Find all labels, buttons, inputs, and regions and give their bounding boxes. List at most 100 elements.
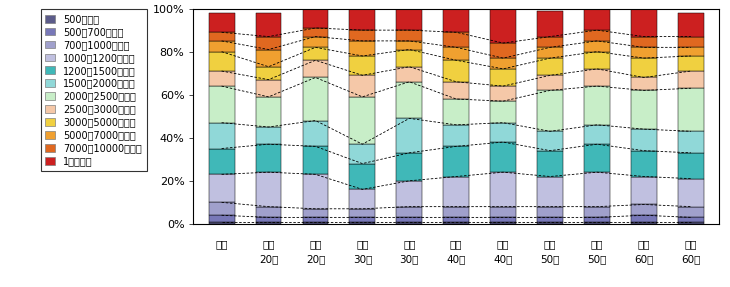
Bar [443, 32, 469, 47]
Bar [537, 222, 563, 224]
Bar [631, 204, 657, 215]
Bar [255, 80, 282, 97]
Bar [396, 222, 422, 224]
Bar [537, 47, 563, 58]
Text: 男性: 男性 [450, 239, 463, 249]
Bar [491, 58, 516, 69]
Bar [209, 149, 234, 174]
Bar [443, 146, 469, 177]
Bar [584, 207, 610, 218]
Bar [302, 77, 328, 121]
Bar [443, 222, 469, 224]
Bar [678, 179, 704, 207]
Bar [396, 82, 422, 119]
Bar [678, 88, 704, 131]
Bar [396, 9, 422, 30]
Bar [631, 90, 657, 129]
Bar [350, 97, 375, 144]
Bar [396, 181, 422, 207]
Bar [491, 123, 516, 142]
Text: 女性: 女性 [685, 239, 697, 249]
Bar [537, 151, 563, 177]
Text: 40代: 40代 [447, 254, 466, 264]
Text: 40代: 40代 [493, 254, 513, 264]
Bar [537, 90, 563, 131]
Bar [209, 86, 234, 123]
Bar [491, 43, 516, 58]
Bar [302, 146, 328, 174]
Bar [537, 131, 563, 151]
Bar [396, 207, 422, 218]
Bar [350, 189, 375, 209]
Bar [443, 218, 469, 222]
Bar [631, 7, 657, 37]
Bar [491, 9, 516, 43]
Bar [302, 174, 328, 209]
Bar [491, 86, 516, 101]
Bar [255, 222, 282, 224]
Bar [255, 144, 282, 172]
Bar [678, 13, 704, 37]
Bar [631, 37, 657, 47]
Bar [350, 30, 375, 41]
Bar [631, 151, 657, 177]
Bar [631, 177, 657, 204]
Bar [631, 129, 657, 151]
Text: 男性: 男性 [544, 239, 556, 249]
Bar [537, 11, 563, 37]
Bar [584, 125, 610, 144]
Bar [255, 37, 282, 50]
Bar [678, 37, 704, 47]
Bar [584, 30, 610, 41]
Bar [678, 222, 704, 224]
Bar [491, 222, 516, 224]
Bar [678, 56, 704, 71]
Bar [396, 67, 422, 82]
Bar [302, 218, 328, 222]
Bar [537, 75, 563, 90]
Text: 男性: 男性 [262, 239, 274, 249]
Bar [396, 41, 422, 50]
Bar [678, 47, 704, 56]
Bar [537, 58, 563, 75]
Bar [255, 172, 282, 207]
Bar [255, 218, 282, 222]
Bar [255, 207, 282, 218]
Bar [678, 218, 704, 222]
Text: 60代: 60代 [681, 254, 701, 264]
Bar [584, 41, 610, 52]
Bar [678, 131, 704, 153]
Bar [491, 207, 516, 218]
Bar [491, 172, 516, 207]
Bar [631, 58, 657, 77]
Bar [678, 71, 704, 88]
Bar [491, 218, 516, 222]
Bar [350, 144, 375, 164]
Bar [209, 41, 234, 52]
Bar [302, 9, 328, 28]
Bar [537, 207, 563, 218]
Text: 20代: 20代 [259, 254, 278, 264]
Text: 50代: 50代 [588, 254, 607, 264]
Bar [584, 172, 610, 207]
Bar [443, 82, 469, 99]
Bar [209, 13, 234, 32]
Bar [302, 121, 328, 146]
Bar [302, 222, 328, 224]
Bar [350, 75, 375, 97]
Bar [443, 177, 469, 207]
Bar [350, 56, 375, 75]
Bar [631, 47, 657, 58]
Bar [209, 222, 234, 224]
Text: 60代: 60代 [634, 254, 653, 264]
Bar [584, 69, 610, 86]
Bar [584, 52, 610, 69]
Bar [302, 37, 328, 47]
Bar [255, 13, 282, 37]
Text: 50代: 50代 [540, 254, 560, 264]
Text: 女性: 女性 [310, 239, 322, 249]
Bar [396, 218, 422, 222]
Bar [350, 209, 375, 218]
Bar [209, 123, 234, 149]
Bar [537, 177, 563, 207]
